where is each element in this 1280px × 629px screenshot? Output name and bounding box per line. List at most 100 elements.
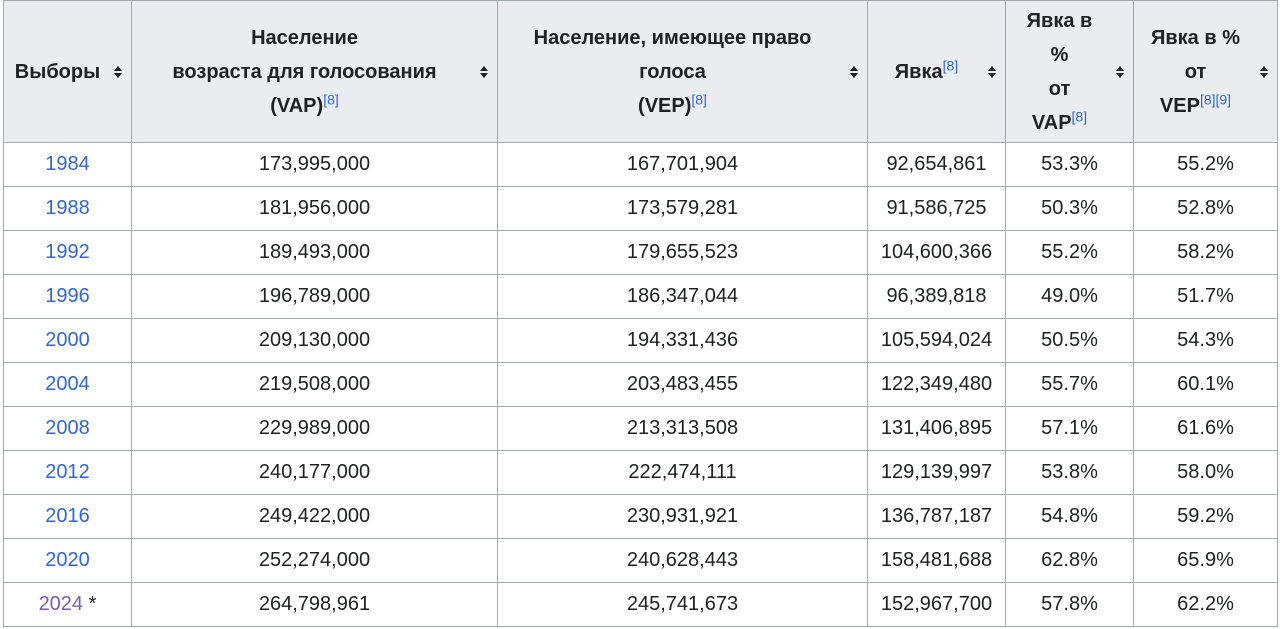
cell-vep: 186,347,044 <box>497 274 868 319</box>
header-line: от <box>1048 77 1071 100</box>
cell-pct-vap: 53.8% <box>1005 450 1134 495</box>
header-line: возраста для голосования <box>172 60 437 83</box>
cell-pct-vap: 55.2% <box>1005 230 1134 275</box>
header-line: Явка в <box>1026 9 1093 32</box>
cell-vep: 222,474,111 <box>497 450 868 495</box>
sort-up-down-icon[interactable] <box>1113 65 1127 78</box>
header-line: % <box>1050 43 1069 66</box>
cell-year: 2008 <box>3 406 132 451</box>
cell-vap: 252,274,000 <box>131 538 498 583</box>
cell-vep: 167,701,904 <box>497 142 868 187</box>
year-link[interactable]: 2008 <box>45 417 90 439</box>
header-vep[interactable]: Население, имеющее право голоса (VEP)[8] <box>497 0 868 143</box>
reference-link[interactable]: [8] <box>942 56 959 73</box>
table-row: 1996 196,789,000 186,347,044 96,389,818 49.0… <box>3 274 1278 319</box>
header-pct-vep[interactable]: Явка в % от VEP[8][9] <box>1133 0 1278 143</box>
table-row: 2004 219,508,000 203,483,455 122,349,480 55.… <box>3 362 1278 407</box>
turnout-table: Выборы Население возраста для голосования (… <box>3 0 1278 627</box>
cell-vep: 194,331,436 <box>497 318 868 363</box>
cell-vap: 209,130,000 <box>131 318 498 363</box>
cell-vep: 173,579,281 <box>497 186 868 231</box>
reference-link[interactable]: [8] <box>323 90 339 107</box>
cell-vep: 240,628,443 <box>497 538 868 583</box>
cell-turnout: 131,406,895 <box>867 406 1006 451</box>
header-turnout[interactable]: Явка[8] <box>867 0 1006 143</box>
cell-vap: 249,422,000 <box>131 494 498 539</box>
year-link[interactable]: 2020 <box>45 549 90 571</box>
cell-pct-vap: 62.8% <box>1005 538 1134 583</box>
cell-pct-vep: 59.2% <box>1133 494 1278 539</box>
cell-vap: 173,995,000 <box>131 142 498 187</box>
sort-up-down-icon[interactable] <box>477 65 491 78</box>
cell-year: 1992 <box>3 230 132 275</box>
cell-turnout: 122,349,480 <box>867 362 1006 407</box>
header-line: (VEP) <box>638 94 692 117</box>
year-link[interactable]: 2000 <box>45 329 90 351</box>
cell-pct-vep: 65.9% <box>1133 538 1278 583</box>
header-line: (VAP) <box>270 94 324 117</box>
cell-vap: 229,989,000 <box>131 406 498 451</box>
cell-pct-vep: 52.8% <box>1133 186 1278 231</box>
year-link[interactable]: 1996 <box>45 285 90 307</box>
cell-pct-vep: 51.7% <box>1133 274 1278 319</box>
cell-pct-vep: 54.3% <box>1133 318 1278 363</box>
header-line: от <box>1184 60 1207 83</box>
table-row: 2024 * 264,798,961 245,741,673 152,967,700 5… <box>3 582 1278 627</box>
year-link[interactable]: 1992 <box>45 241 90 263</box>
header-label: Явка[8] <box>874 55 979 89</box>
cell-pct-vep: 60.1% <box>1133 362 1278 407</box>
header-label: Явка в% от VAP[8] <box>1012 4 1107 140</box>
year-link[interactable]: 1988 <box>45 197 90 219</box>
year-link[interactable]: 2024 <box>38 593 84 615</box>
turnout-table-container: Выборы Население возраста для голосования (… <box>3 0 1278 627</box>
cell-pct-vap: 57.8% <box>1005 582 1134 627</box>
cell-pct-vap: 53.3% <box>1005 142 1134 187</box>
header-row: Выборы Население возраста для голосования (… <box>3 0 1278 143</box>
year-link[interactable]: 2016 <box>45 505 90 527</box>
table-row: 1992 189,493,000 179,655,523 104,600,366 55.… <box>3 230 1278 275</box>
cell-vap: 181,956,000 <box>131 186 498 231</box>
cell-year: 2012 <box>3 450 132 495</box>
year-link[interactable]: 2004 <box>45 373 90 395</box>
cell-vap: 264,798,961 <box>131 582 498 627</box>
cell-year: 2020 <box>3 538 132 583</box>
header-label: Выборы <box>10 55 105 89</box>
sort-up-down-icon[interactable] <box>111 65 125 78</box>
table-row: 1984 173,995,000 167,701,904 92,654,861 53.3… <box>3 142 1278 187</box>
header-pct-vap[interactable]: Явка в% от VAP[8] <box>1005 0 1134 143</box>
header-line: VAP <box>1031 111 1072 134</box>
cell-turnout: 104,600,366 <box>867 230 1006 275</box>
cell-turnout: 105,594,024 <box>867 318 1006 363</box>
table-row: 2012 240,177,000 222,474,111 129,139,997 53.… <box>3 450 1278 495</box>
table-row: 2000 209,130,000 194,331,436 105,594,024 50.… <box>3 318 1278 363</box>
cell-year: 1996 <box>3 274 132 319</box>
cell-pct-vap: 50.5% <box>1005 318 1134 363</box>
sort-up-down-icon[interactable] <box>985 65 999 78</box>
header-label: Население возраста для голосования (VAP)[8… <box>138 21 471 123</box>
cell-pct-vep: 62.2% <box>1133 582 1278 627</box>
sort-up-down-icon[interactable] <box>1257 65 1271 78</box>
year-link[interactable]: 1984 <box>45 153 90 175</box>
cell-vep: 230,931,921 <box>497 494 868 539</box>
header-line: Население, имеющее право <box>533 26 812 49</box>
cell-year: 2004 <box>3 362 132 407</box>
reference-link[interactable]: [8] <box>691 90 707 107</box>
table-row: 1988 181,956,000 173,579,281 91,586,725 50.3… <box>3 186 1278 231</box>
cell-year: 2024 * <box>3 582 132 627</box>
year-link[interactable]: 2012 <box>45 461 90 483</box>
cell-vap: 196,789,000 <box>131 274 498 319</box>
header-label: Явка в % от VEP[8][9] <box>1140 21 1251 123</box>
header-elections[interactable]: Выборы <box>3 0 132 143</box>
header-line: Выборы <box>14 60 101 83</box>
sort-up-down-icon[interactable] <box>847 65 861 78</box>
cell-vep: 245,741,673 <box>497 582 868 627</box>
cell-turnout: 129,139,997 <box>867 450 1006 495</box>
header-vap[interactable]: Население возраста для голосования (VAP)[8… <box>131 0 498 143</box>
cell-year: 2016 <box>3 494 132 539</box>
cell-pct-vep: 58.2% <box>1133 230 1278 275</box>
cell-year: 2000 <box>3 318 132 363</box>
reference-link[interactable]: [8][9] <box>1199 90 1232 107</box>
reference-link[interactable]: [8] <box>1071 107 1088 124</box>
cell-pct-vap: 49.0% <box>1005 274 1134 319</box>
cell-vap: 189,493,000 <box>131 230 498 275</box>
